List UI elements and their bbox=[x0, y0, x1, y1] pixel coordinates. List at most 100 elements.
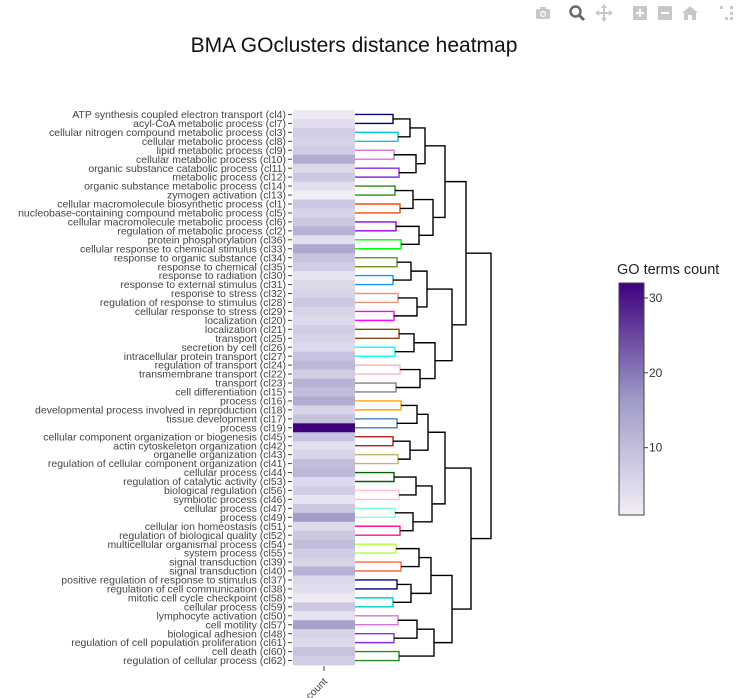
heatmap-cell bbox=[293, 548, 355, 558]
heatmap-cell bbox=[293, 647, 355, 657]
heatmap-cell bbox=[293, 611, 355, 621]
dendrogram-branch bbox=[355, 453, 399, 465]
dendrogram-branch bbox=[355, 543, 397, 554]
row-label: metabolic process (cl12) bbox=[172, 172, 286, 184]
heatmap-cell bbox=[293, 351, 355, 362]
dendrogram-branch bbox=[355, 346, 396, 357]
dendrogram-branch bbox=[395, 333, 415, 353]
row-label: organelle organization (cl43) bbox=[154, 449, 287, 461]
heatmap-cell bbox=[293, 297, 355, 308]
row-label: secretion by cell (cl26) bbox=[182, 342, 286, 354]
dendrogram-branch bbox=[355, 418, 398, 429]
row-label: cell motility (cl57) bbox=[205, 619, 286, 631]
row-label: tissue development (cl17) bbox=[166, 413, 286, 425]
dendrogram-branch bbox=[395, 189, 414, 210]
pan-icon[interactable] bbox=[595, 4, 615, 22]
heatmap-cell bbox=[293, 441, 355, 451]
dendrogram-branch bbox=[355, 507, 396, 518]
dendrogram-branch bbox=[355, 310, 395, 322]
dendrogram-branch bbox=[355, 489, 400, 501]
autoscale-icon[interactable] bbox=[718, 4, 738, 22]
heatmap-cell bbox=[293, 244, 355, 254]
heatmap-cell bbox=[293, 190, 355, 200]
x-tick-label: count bbox=[303, 676, 330, 698]
heatmap-cell bbox=[293, 450, 355, 460]
dendrogram-branch bbox=[355, 471, 395, 483]
heatmap-cell bbox=[293, 405, 355, 415]
heatmap-cell bbox=[293, 459, 355, 469]
dendrogram-branch bbox=[355, 400, 402, 411]
row-label: transport (cl23) bbox=[215, 378, 286, 390]
row-label: process (cl16) bbox=[220, 396, 286, 408]
dendrogram-branch bbox=[427, 288, 453, 362]
dendrogram-branch bbox=[355, 615, 399, 626]
camera-icon[interactable] bbox=[534, 4, 554, 22]
heatmap-cell bbox=[293, 110, 355, 120]
row-label: response to chemical (cl35) bbox=[158, 261, 286, 273]
row-label: regulation of cell communication (cl38) bbox=[107, 584, 286, 596]
row-label: lymphocyte activation (cl50) bbox=[156, 610, 286, 622]
row-label: cellular ion homeostasis (cl51) bbox=[145, 521, 286, 533]
row-label: signal transduction (cl39) bbox=[169, 557, 286, 569]
dendrogram-branch bbox=[425, 145, 446, 219]
zoom-out-icon[interactable] bbox=[656, 4, 676, 22]
row-label: cellular process (cl44) bbox=[184, 467, 286, 479]
row-label: regulation of transport (cl24) bbox=[155, 360, 286, 372]
heatmap-cell bbox=[293, 620, 355, 630]
row-label: regulation of cellular process (cl62) bbox=[123, 655, 286, 667]
zoom-icon[interactable] bbox=[568, 4, 588, 22]
row-label: cellular response to stress (cl29) bbox=[135, 306, 286, 318]
row-label: cellular macromolecule biosynthetic proc… bbox=[57, 199, 286, 211]
dendrogram-branch bbox=[355, 113, 394, 125]
dendrogram-branch bbox=[355, 561, 402, 572]
heatmap-cell bbox=[293, 118, 355, 129]
colorbar-tick-label: 20 bbox=[649, 366, 663, 380]
row-label: acyl-CoA metabolic process (cl7) bbox=[133, 118, 286, 130]
dendrogram-branch bbox=[414, 342, 436, 380]
row-labels: ATP synthesis coupled electron transport… bbox=[18, 109, 292, 667]
heatmap-cell bbox=[293, 414, 355, 424]
heatmap-cell bbox=[293, 396, 355, 406]
dendrogram-branch bbox=[397, 404, 418, 425]
row-label: regulation of cell population proliferat… bbox=[71, 637, 286, 649]
heatmap-cell bbox=[293, 262, 355, 272]
row-label: multicellular organismal process (cl54) bbox=[107, 539, 286, 551]
heatmap-cell bbox=[293, 199, 355, 209]
heatmap-cell bbox=[293, 136, 355, 147]
dendrogram-branch bbox=[355, 257, 398, 268]
colorbar-gradient bbox=[618, 282, 645, 516]
heatmap-cell bbox=[293, 477, 355, 487]
heatmap-cell bbox=[293, 226, 355, 236]
row-label: localization (cl20) bbox=[205, 315, 286, 327]
row-label: cellular metabolic process (cl10) bbox=[136, 154, 286, 166]
heatmap-cell bbox=[293, 423, 355, 433]
heatmap-cell bbox=[293, 530, 355, 541]
dendrogram-branch bbox=[395, 512, 414, 532]
dendrogram-branch bbox=[355, 632, 395, 644]
home-icon[interactable] bbox=[681, 4, 701, 22]
dendrogram-branch bbox=[355, 525, 401, 536]
row-label: response to external stimulus (cl31) bbox=[120, 279, 286, 291]
row-label: symbiotic process (cl46) bbox=[173, 494, 286, 506]
dendrogram-branch bbox=[355, 149, 395, 160]
row-label: cell death (cl60) bbox=[212, 646, 286, 658]
heatmap-cell bbox=[293, 656, 355, 666]
heatmap-cell bbox=[293, 521, 355, 532]
heatmap-cell bbox=[293, 289, 355, 299]
heatmap-cell bbox=[293, 253, 355, 263]
heatmap-cell bbox=[293, 127, 355, 138]
dendrogram-branch bbox=[355, 650, 400, 662]
dendrogram-branch bbox=[355, 292, 399, 304]
colorbar-tick-label: 30 bbox=[649, 291, 663, 305]
row-label: transmembrane transport (cl22) bbox=[139, 369, 286, 381]
heatmap-cell bbox=[293, 360, 355, 370]
row-label: response to radiation (cl30) bbox=[159, 270, 286, 282]
row-label: biological adhesion (cl48) bbox=[168, 628, 287, 640]
row-label: organic substance catabolic process (cl1… bbox=[88, 163, 286, 175]
row-label: zymogen activation (cl13) bbox=[167, 190, 286, 202]
dendrogram-branch bbox=[428, 431, 446, 505]
zoom-in-icon[interactable] bbox=[631, 4, 651, 22]
row-label: intracellular protein transport (cl27) bbox=[124, 351, 286, 363]
dendrogram-branch bbox=[355, 597, 394, 608]
row-label: cellular nitrogen compound metabolic pro… bbox=[49, 127, 286, 139]
